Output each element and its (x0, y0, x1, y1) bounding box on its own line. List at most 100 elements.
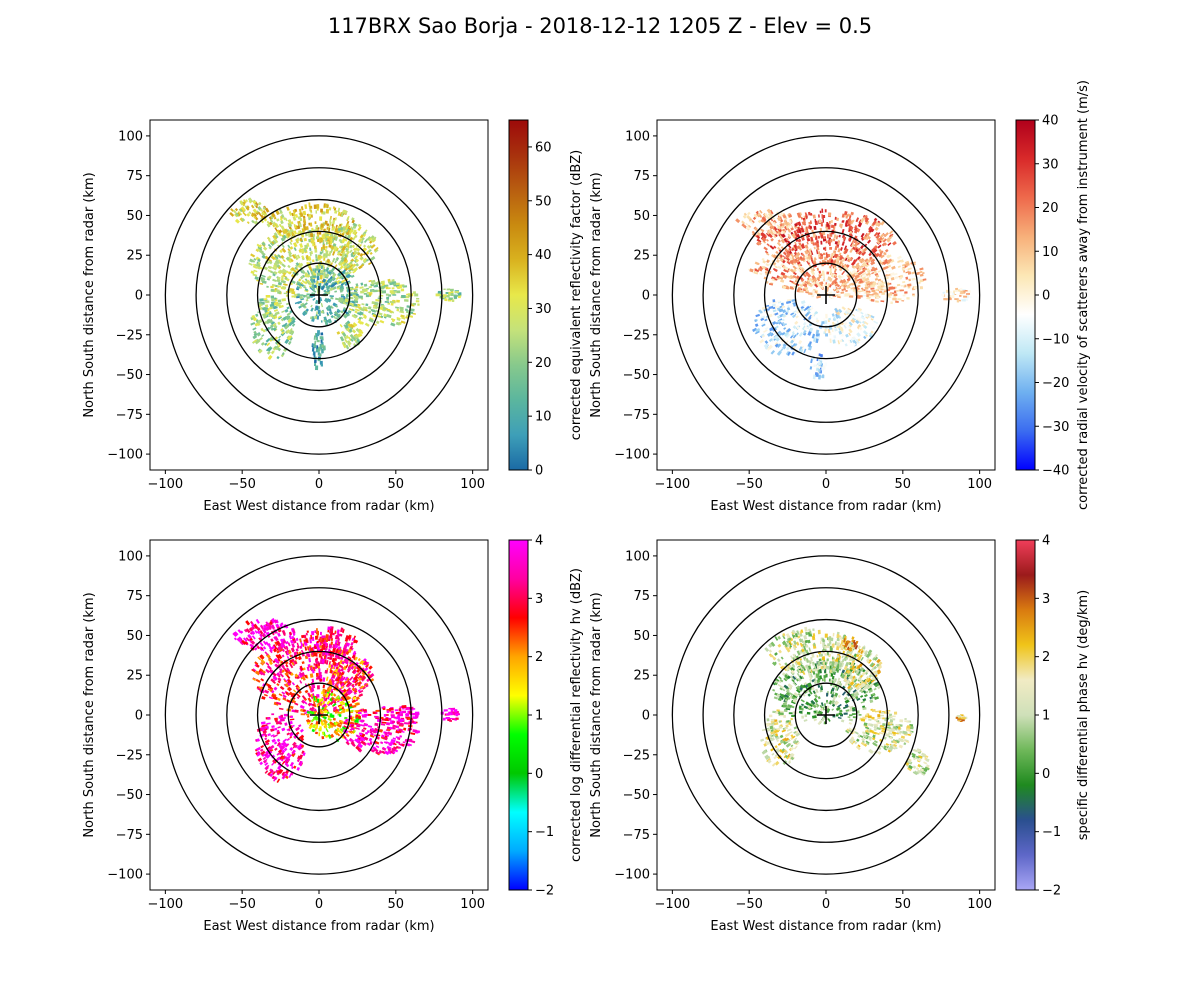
x-tick-label: −100 (148, 897, 184, 912)
colorbar-tick-label: 0 (1042, 767, 1050, 782)
y-axis-label: North South distance from radar (km) (82, 592, 97, 837)
range-ring-20km (287, 262, 351, 328)
colorbar-label: specific differential phase hv (deg/km) (1076, 590, 1091, 840)
y-tick-label: −25 (623, 748, 650, 763)
y-tick-label: −100 (107, 868, 143, 883)
y-tick-label: 100 (625, 129, 650, 144)
colorbar-tick-label: 4 (1042, 534, 1050, 549)
colorbar-label: corrected log differential reflectivity … (569, 568, 584, 862)
y-tick-label: 0 (135, 289, 143, 304)
colorbar-tick-label: 3 (1042, 592, 1050, 607)
y-tick-label: 100 (625, 549, 650, 564)
x-tick-label: 50 (895, 897, 912, 912)
y-tick-label: −100 (614, 868, 650, 883)
y-tick-label: 75 (633, 169, 650, 184)
y-tick-label: 50 (126, 629, 143, 644)
y-tick-label: 100 (118, 129, 143, 144)
radar-echoes (229, 197, 462, 371)
x-tick-label: 50 (388, 897, 405, 912)
x-tick-label: 0 (822, 477, 830, 492)
y-tick-label: −75 (623, 828, 650, 843)
y-tick-label: −75 (116, 828, 143, 843)
colorbar-tick-label: 4 (535, 534, 543, 549)
colorbar-tick-label: 40 (535, 248, 552, 263)
range-ring-40km (763, 230, 889, 360)
range-ring-100km (164, 135, 474, 455)
x-tick-label: 100 (967, 897, 992, 912)
y-tick-label: −50 (116, 368, 143, 383)
range-ring-60km (226, 198, 412, 392)
y-tick-label: 25 (126, 669, 143, 684)
x-tick-label: 100 (460, 897, 485, 912)
colorbar-tick-label: 3 (535, 592, 543, 607)
y-tick-label: 0 (642, 289, 650, 304)
range-ring-40km (256, 230, 382, 360)
x-axis-label: East West distance from radar (km) (710, 919, 941, 934)
y-tick-label: 50 (633, 209, 650, 224)
colorbar-tick-label: −2 (1042, 884, 1061, 899)
range-ring-40km (256, 650, 382, 780)
range-rings (671, 135, 981, 455)
colorbar-tick-label: 2 (535, 650, 543, 665)
range-ring-80km (195, 167, 443, 423)
y-tick-label: 50 (126, 209, 143, 224)
y-tick-label: 0 (135, 709, 143, 724)
y-tick-label: 25 (633, 669, 650, 684)
colorbar-tick-label: 0 (1042, 289, 1050, 304)
y-axis-label: North South distance from radar (km) (82, 172, 97, 417)
colorbar-tick-label: 0 (535, 464, 543, 479)
x-tick-label: −100 (148, 477, 184, 492)
y-tick-label: 50 (633, 629, 650, 644)
colorbar-tick-label: 10 (535, 410, 552, 425)
y-tick-label: 75 (126, 589, 143, 604)
range-rings (164, 555, 474, 875)
colorbar-tick-label: 50 (535, 194, 552, 209)
range-ring-20km (287, 682, 351, 748)
x-tick-label: −50 (735, 897, 762, 912)
x-tick-label: −100 (655, 897, 691, 912)
colorbar-tick-label: −30 (1042, 420, 1069, 435)
colorbar-tick-label: 10 (1042, 245, 1059, 260)
x-tick-label: −50 (228, 897, 255, 912)
range-ring-60km (733, 618, 919, 812)
colorbar-tick-label: −1 (1042, 825, 1061, 840)
x-tick-label: 100 (460, 477, 485, 492)
y-tick-label: −100 (614, 448, 650, 463)
y-tick-label: −75 (623, 408, 650, 423)
colorbar-tick-label: 1 (1042, 709, 1050, 724)
y-tick-label: −50 (116, 788, 143, 803)
x-axis-label: East West distance from radar (km) (203, 919, 434, 934)
range-ring-80km (702, 167, 950, 423)
range-ring-80km (195, 587, 443, 843)
colorbar (508, 539, 529, 891)
range-ring-100km (671, 555, 981, 875)
x-tick-label: 0 (315, 477, 323, 492)
figure-title: 117BRX Sao Borja - 2018-12-12 1205 Z - E… (327, 14, 873, 38)
y-axis-label: North South distance from radar (km) (589, 592, 604, 837)
colorbar (1015, 539, 1036, 891)
y-tick-label: −50 (623, 368, 650, 383)
radar-echoes (760, 626, 968, 776)
colorbar-tick-label: −10 (1042, 332, 1069, 347)
y-tick-label: 25 (126, 249, 143, 264)
chart-panel-4: −100 −50 0 50 100 −100 −75 −50 −25 0 25 50 75 100 East… (589, 534, 1091, 935)
y-tick-label: −25 (623, 328, 650, 343)
radar-echoes (735, 208, 973, 380)
radar-echoes (232, 618, 461, 783)
colorbar-tick-label: 20 (535, 356, 552, 371)
range-ring-60km (226, 618, 412, 812)
colorbar-tick-label: 30 (1042, 157, 1059, 172)
x-tick-label: 0 (822, 897, 830, 912)
y-tick-label: −75 (116, 408, 143, 423)
colorbar-label: corrected equivalent reflectivity factor… (569, 150, 584, 441)
range-ring-80km (702, 587, 950, 843)
chart-panel-2: −100 −50 0 50 100−100−75−50−250255075100East… (589, 80, 1091, 514)
colorbar-tick-label: 0 (535, 767, 543, 782)
y-tick-label: 0 (642, 709, 650, 724)
range-rings (164, 135, 474, 455)
colorbar-tick-label: −40 (1042, 464, 1069, 479)
y-tick-label: −50 (623, 788, 650, 803)
range-ring-100km (164, 555, 474, 875)
colorbar-tick-label: 40 (1042, 114, 1059, 129)
